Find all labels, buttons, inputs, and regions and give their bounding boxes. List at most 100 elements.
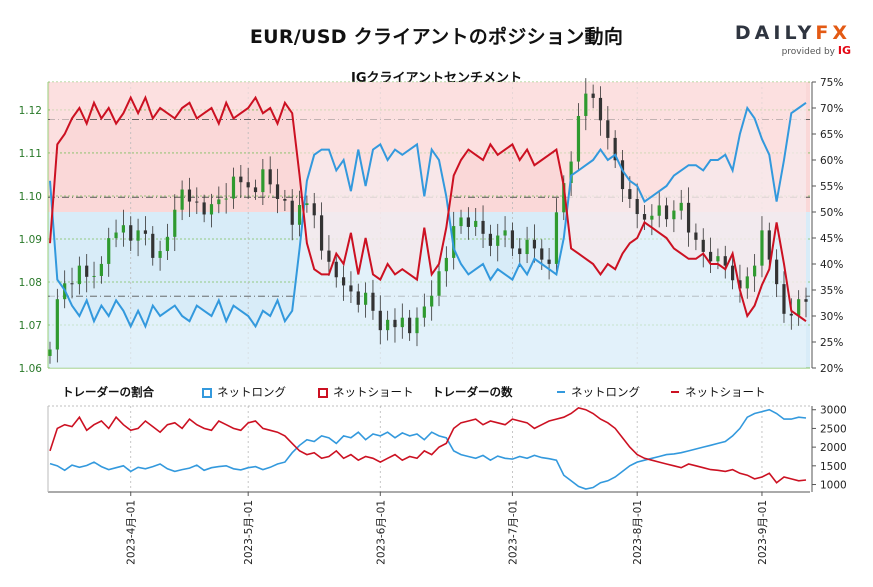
- candle-body: [312, 203, 316, 216]
- price-axis-label: 1.09: [19, 234, 42, 246]
- percent-axis-label: 45%: [820, 233, 843, 245]
- candlesticks: [48, 78, 808, 364]
- legend-count-short: ネットショート: [671, 384, 766, 400]
- candle-body: [731, 265, 735, 281]
- candle-body: [481, 220, 485, 234]
- candle-body: [364, 292, 368, 305]
- net-short-percent-line: [49, 94, 807, 323]
- candle-body: [797, 299, 801, 316]
- candle-body: [694, 232, 698, 240]
- candle-body: [657, 205, 661, 216]
- candle-body: [496, 235, 500, 246]
- candle-body: [525, 239, 529, 255]
- candle-body: [121, 225, 125, 233]
- candle-body: [576, 115, 581, 162]
- percent-axis-label: 70%: [820, 103, 843, 115]
- candle-body: [488, 233, 492, 246]
- date-axis-label: 2023-7月-01: [507, 500, 519, 565]
- candle-body: [173, 209, 177, 237]
- date-axis-label: 2023-6月-01: [375, 500, 387, 565]
- candle-body: [767, 230, 771, 260]
- candle-body: [107, 238, 111, 264]
- candle-body: [386, 319, 390, 331]
- candle-body: [48, 349, 52, 356]
- candle-body: [55, 299, 59, 350]
- logo-provided-by: provided by IG: [781, 44, 851, 57]
- candle-body: [430, 295, 434, 307]
- candle-body: [378, 310, 382, 331]
- candle-body: [503, 230, 507, 236]
- count-axis-label: 2500: [820, 423, 847, 435]
- date-axis-label: 2023-9月-01: [757, 500, 769, 565]
- candle-body: [664, 205, 669, 220]
- price-axis-label: 1.06: [19, 363, 43, 375]
- candle-body: [327, 250, 331, 262]
- candle-body: [246, 182, 250, 188]
- candle-body: [444, 257, 448, 272]
- candle-body: [716, 256, 720, 262]
- candle-body: [334, 261, 338, 278]
- candle-body: [283, 198, 287, 201]
- candle-body: [129, 225, 133, 241]
- net-long-count-line: [49, 408, 807, 490]
- candle-body: [723, 256, 727, 266]
- candle-body: [371, 292, 375, 311]
- candle-body: [356, 291, 360, 305]
- legend-count-heading: トレーダーの数: [432, 385, 513, 399]
- candle-body: [92, 275, 96, 277]
- candle-body: [686, 202, 691, 233]
- candle-body: [85, 265, 89, 277]
- candle-body: [202, 202, 206, 215]
- candle-body: [591, 93, 595, 98]
- candle-body: [701, 239, 705, 252]
- candle-body: [804, 299, 808, 302]
- candle-body: [569, 161, 573, 184]
- date-axis-label: 2023-4月-01: [126, 500, 138, 565]
- candle-body: [393, 319, 397, 328]
- candle-body: [400, 317, 404, 328]
- date-axis-label: 2023-5月-01: [243, 500, 255, 565]
- price-axis-label: 1.10: [19, 191, 42, 203]
- candle-body: [305, 203, 309, 206]
- count-axis-label: 3000: [820, 405, 847, 417]
- candle-body: [547, 259, 551, 264]
- candle-body: [349, 285, 353, 292]
- date-axis-label: 2023-8月-01: [632, 500, 644, 565]
- percent-axis-label: 35%: [820, 285, 843, 297]
- candle-body: [158, 251, 162, 258]
- candle-body: [598, 97, 603, 121]
- candle-body: [650, 215, 654, 220]
- count-axis-label: 1000: [820, 480, 847, 492]
- candle-body: [775, 259, 779, 285]
- legend-ratio-short: ネットショート: [318, 384, 414, 400]
- candle-body: [187, 189, 192, 202]
- candle-body: [209, 204, 214, 215]
- price-axis-label: 1.08: [19, 277, 42, 289]
- net-short-count-line: [49, 407, 807, 484]
- candle-body: [275, 184, 280, 199]
- candle-body: [195, 201, 199, 203]
- candle-body: [613, 137, 617, 161]
- candle-body: [253, 187, 258, 193]
- price-axis-label: 1.11: [19, 148, 42, 160]
- legend-ratio-heading: トレーダーの割合: [62, 385, 154, 399]
- candle-body: [143, 230, 148, 234]
- chart-title: EUR/USD クライアントのポジション動向: [249, 26, 624, 48]
- net-long-percent-line: [49, 101, 807, 330]
- candle-body: [745, 276, 749, 289]
- candle-body: [606, 120, 610, 138]
- candle-body: [422, 306, 426, 318]
- dailyfx-logo: DAILYFX provided by IG: [735, 22, 851, 57]
- percent-axis-label: 65%: [820, 129, 843, 141]
- candle-body: [474, 220, 478, 227]
- candle-body: [341, 277, 346, 286]
- candle-body: [753, 265, 757, 277]
- candle-body: [642, 214, 647, 220]
- percent-axis-label: 40%: [820, 259, 843, 271]
- net-short-area: [50, 82, 806, 322]
- count-axis-label: 2000: [820, 442, 847, 454]
- legend-ratio-long: ネットロング: [202, 384, 286, 400]
- candle-body: [224, 198, 228, 200]
- candle-body: [738, 280, 742, 289]
- candle-body: [99, 263, 103, 276]
